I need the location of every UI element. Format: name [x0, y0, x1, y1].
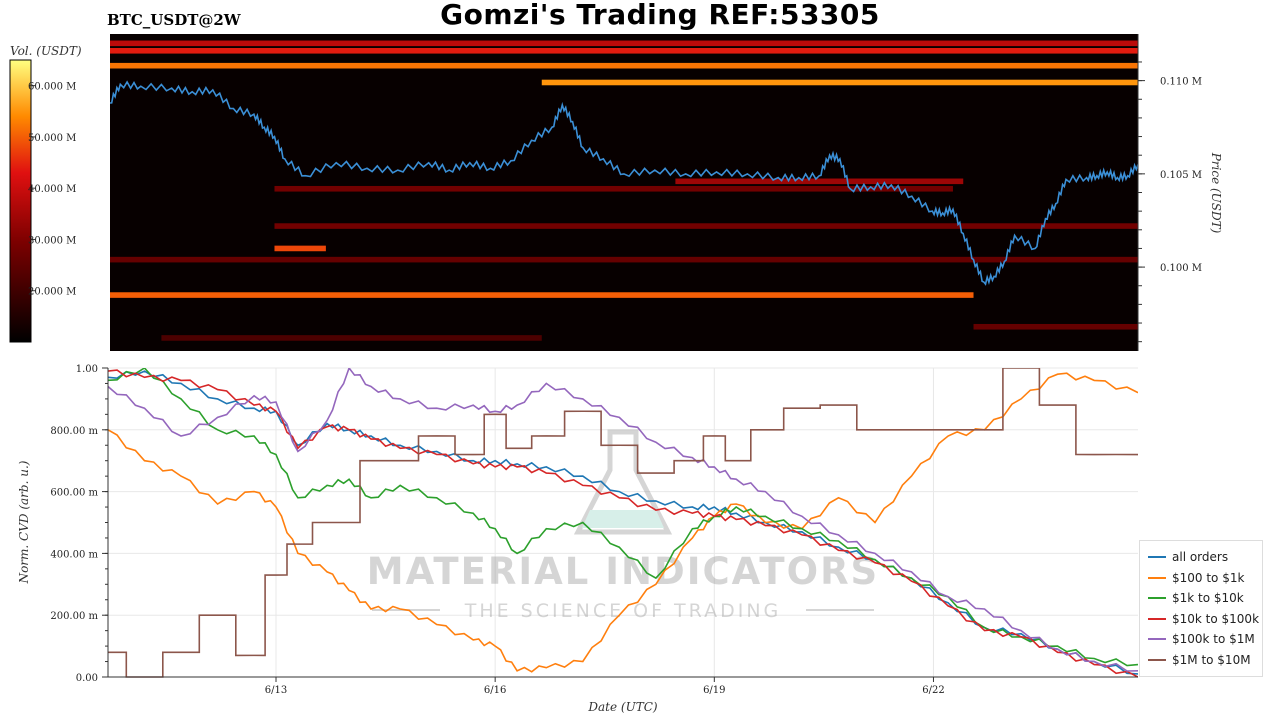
heatmap-price-axis: 0.110 M 0.105 M 0.100 M	[1137, 34, 1202, 351]
heatmap-y-axis-label: Price (USDT)	[1209, 152, 1223, 234]
liquidity-band	[110, 47, 1138, 54]
cvd-ytick-label: 200.00 m	[50, 611, 98, 622]
flask-liquid	[582, 510, 664, 528]
legend-swatch	[1148, 638, 1166, 640]
legend-swatch	[1148, 576, 1166, 579]
legend-item: $1k to $10k	[1148, 590, 1244, 606]
legend-item: all orders	[1148, 549, 1228, 565]
cvd-legend: all orders $100 to $1k $1k to $10k $10k to …	[1139, 540, 1263, 677]
liquidity-band	[161, 335, 542, 341]
liquidity-band	[274, 245, 326, 252]
cvd-line-3	[108, 369, 1138, 678]
colorbar-tick-label: 60.000 M	[28, 82, 76, 93]
colorbar-tick-label: 30.000 M	[28, 235, 76, 246]
price-tick-label: 0.100 M	[1160, 263, 1202, 274]
cvd-xtick-label: 6/22	[922, 685, 944, 696]
cvd-y-axis-label: Norm. CVD (arb. u.)	[17, 460, 31, 584]
watermark-line-1: MATERIAL INDICATORS	[367, 550, 879, 593]
heatmap-background	[110, 34, 1138, 351]
cvd-ytick-label: 0.00	[76, 673, 98, 684]
cvd-ytick-label: 400.00 m	[50, 549, 98, 560]
liquidity-band	[973, 323, 1138, 330]
price-line-path	[110, 80, 1138, 286]
liquidity-band	[274, 185, 953, 192]
cvd-xtick-label: 6/19	[703, 685, 725, 696]
liquidity-band	[110, 40, 1138, 47]
cvd-xtick-label: 6/13	[265, 685, 287, 696]
liquidity-band	[110, 292, 974, 298]
cvd-ytick-label: 800.00 m	[50, 426, 98, 437]
colorbar-tick-label: 20.000 M	[28, 287, 76, 298]
colorbar-ticks: 60.000 M 50.000 M 40.000 M 30.000 M 20.000 M	[28, 82, 76, 298]
legend-swatch	[1148, 658, 1166, 661]
liquidity-band	[541, 79, 1138, 86]
legend-swatch	[1148, 556, 1166, 558]
liquidity-band	[274, 223, 1138, 229]
cvd-ytick-label: 600.00 m	[50, 488, 98, 499]
watermark-line-2: THE SCIENCE OF TRADING	[464, 600, 782, 622]
legend-label: all orders	[1172, 550, 1229, 564]
colorbar-tick-label: 50.000 M	[28, 133, 76, 144]
liquidity-band	[675, 178, 964, 185]
cvd-line-5	[108, 368, 1138, 678]
colorbar-label: Vol. (USDT)	[10, 44, 82, 58]
cvd-series	[108, 368, 1138, 678]
cvd-ytick-label: 1.00	[76, 364, 98, 375]
cvd-xtick-label: 6/16	[484, 685, 506, 696]
colorbar	[9, 59, 32, 343]
legend-label: $1k to $10k	[1172, 591, 1244, 605]
cvd-line-4	[108, 368, 1138, 672]
heatmap-bands	[110, 40, 1138, 341]
liquidity-band	[110, 62, 1138, 69]
legend-label: $100 to $1k	[1172, 570, 1245, 585]
cvd-line-1	[108, 372, 1138, 673]
price-tick-label: 0.105 M	[1160, 170, 1202, 181]
legend-swatch	[1148, 597, 1166, 599]
legend-item: $100 to $1k	[1148, 570, 1244, 586]
legend-item: $100k to $1M	[1148, 631, 1255, 647]
legend-swatch	[1148, 617, 1166, 620]
liquidity-band	[110, 256, 1138, 263]
trading-pair-label: BTC_USDT@2W	[107, 11, 241, 29]
cvd-x-axis-label: Date (UTC)	[587, 700, 657, 714]
colorbar-tick-label: 40.000 M	[28, 184, 76, 195]
legend-label: $100k to $1M	[1172, 632, 1255, 646]
price-tick-label: 0.110 M	[1160, 77, 1202, 88]
cvd-line-2	[108, 368, 1138, 667]
chart-title: Gomzi's Trading REF:53305	[440, 0, 880, 31]
flask-icon	[573, 429, 673, 535]
legend-label: $10k to $100k	[1172, 611, 1260, 626]
legend-item: $10k to $100k	[1148, 611, 1259, 627]
legend-item: $1M to $10M	[1148, 652, 1251, 668]
cvd-axes: 1.00 800.00 m 600.00 m 400.00 m 200.00 m 0.00…	[50, 364, 1138, 696]
legend-label: $1M to $10M	[1172, 652, 1251, 667]
material-indicators-watermark: MATERIAL INDICATORS THE SCIENCE OF TRADI…	[367, 429, 879, 622]
price-line	[110, 80, 1138, 286]
